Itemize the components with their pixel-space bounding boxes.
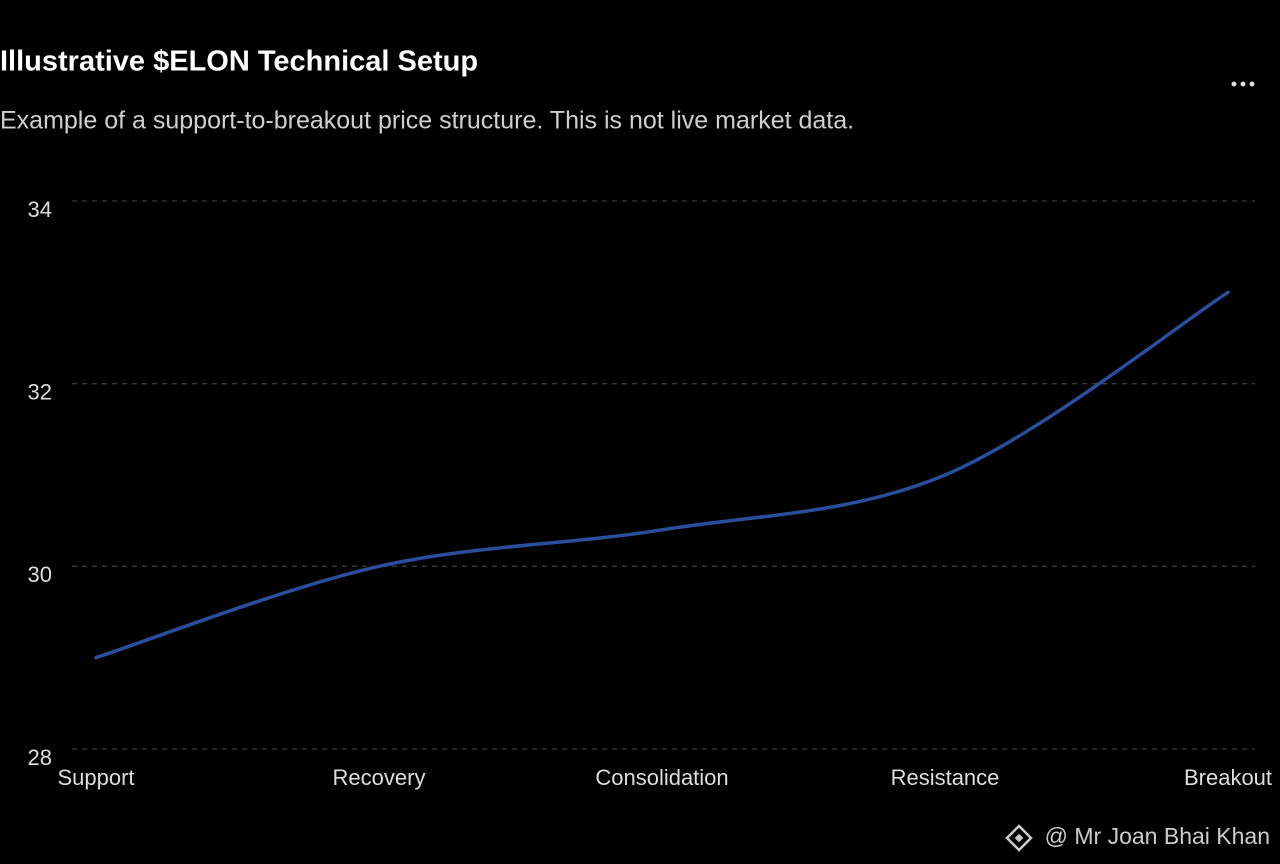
y-tick-label: 28: [28, 745, 52, 770]
y-tick-label: 32: [28, 379, 52, 404]
x-tick-label: Resistance: [891, 765, 1000, 790]
x-tick-label: Recovery: [333, 765, 426, 790]
price-line: [94, 290, 1230, 660]
y-tick-label: 30: [28, 562, 52, 587]
menu-button[interactable]: [1231, 81, 1255, 87]
logo-diamond: [1005, 824, 1033, 852]
x-tick-label: Consolidation: [595, 765, 728, 790]
logo-center: [1014, 833, 1024, 843]
watermark: @ Mr Joan Bhai Khan: [1045, 823, 1270, 849]
y-tick-label: 34: [28, 197, 52, 222]
menu-dot: [1240, 81, 1246, 87]
watermark-logo: [1005, 824, 1033, 852]
menu-dot: [1231, 81, 1237, 87]
chart-subtitle: Example of a support-to-breakout price s…: [0, 107, 854, 135]
chart-title: Illustrative $ELON Technical Setup: [0, 46, 478, 78]
x-tick-label: Breakout: [1184, 765, 1272, 790]
x-tick-label: Support: [57, 765, 134, 790]
menu-dot: [1249, 81, 1255, 87]
